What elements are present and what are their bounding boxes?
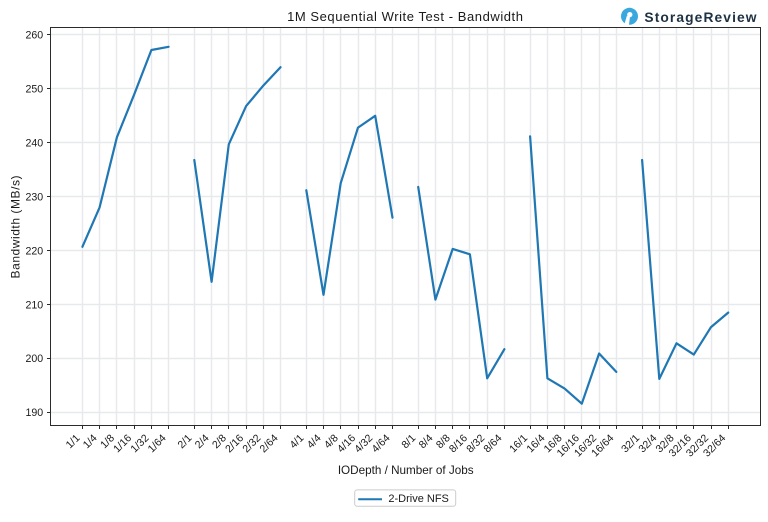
svg-text:190: 190 xyxy=(26,407,44,419)
svg-text:220: 220 xyxy=(26,245,44,257)
svg-text:Bandwidth (MB/s): Bandwidth (MB/s) xyxy=(9,175,23,279)
svg-text:260: 260 xyxy=(26,30,44,42)
svg-text:1M Sequential Write Test - Ban: 1M Sequential Write Test - Bandwidth xyxy=(287,9,523,24)
svg-text:250: 250 xyxy=(26,84,44,96)
svg-text:240: 240 xyxy=(26,138,44,150)
svg-text:200: 200 xyxy=(26,353,44,365)
svg-text:IODepth / Number of Jobs: IODepth / Number of Jobs xyxy=(338,464,474,477)
svg-text:210: 210 xyxy=(26,299,44,311)
svg-text:2-Drive NFS: 2-Drive NFS xyxy=(388,493,449,505)
svg-text:230: 230 xyxy=(26,191,44,203)
svg-text:StorageReview: StorageReview xyxy=(644,10,757,25)
